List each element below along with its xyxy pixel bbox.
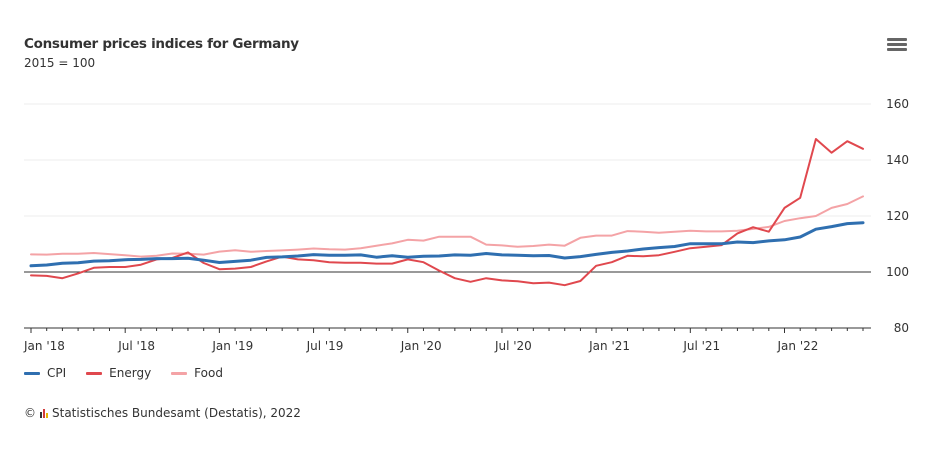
series-lines [29,138,865,287]
legend-swatch-food [171,371,188,375]
x-tick-label: Jul '21 [682,339,720,353]
y-tick-label: 160 [886,97,909,111]
y-tick-label: 140 [886,153,909,167]
y-tick-label: 120 [886,209,909,223]
x-tick-label: Jan '21 [588,339,630,353]
chart-subtitle: 2015 = 100 [24,56,96,70]
copyright-symbol: © [24,406,36,420]
x-tick-label: Jan '22 [777,339,819,353]
legend-label: Energy [109,366,152,380]
x-tick-label: Jul '19 [306,339,344,353]
gridlines [24,103,871,329]
series-line-energy[interactable] [30,138,864,287]
series-line-cpi[interactable] [29,221,865,268]
legend-item-cpi[interactable]: CPI [24,366,66,380]
x-tick-label: Jan '20 [400,339,442,353]
x-tick-label: Jan '18 [23,339,65,353]
series-line-food[interactable] [30,195,864,258]
destatis-logo-icon [40,408,48,418]
x-tick-label: Jul '20 [494,339,532,353]
legend-label: Food [194,366,223,380]
credits[interactable]: © Statistisches Bundesamt (Destatis), 20… [24,406,301,420]
legend-label: CPI [47,366,67,380]
y-tick-label: 80 [894,321,909,335]
x-tick-label: Jul '18 [117,339,155,353]
y-axis: 80 100 120 140 160 [886,97,909,335]
hamburger-menu-icon[interactable] [887,38,907,54]
legend-swatch-cpi [24,371,40,375]
y-tick-label: 100 [886,265,909,279]
credits-text: Statistisches Bundesamt (Destatis), 2022 [52,406,301,420]
legend-item-energy[interactable]: Energy [86,366,151,380]
legend-item-food[interactable]: Food [171,366,223,380]
legend: CPI Energy Food [24,366,223,380]
x-axis: Jan '18 Jul '18 Jan '19 Jul '19 Jan '20 Jul '… [23,328,864,353]
x-tick-label: Jan '19 [211,339,253,353]
chart-title: Consumer prices indices for Germany [24,36,299,52]
legend-swatch-energy [86,371,103,375]
